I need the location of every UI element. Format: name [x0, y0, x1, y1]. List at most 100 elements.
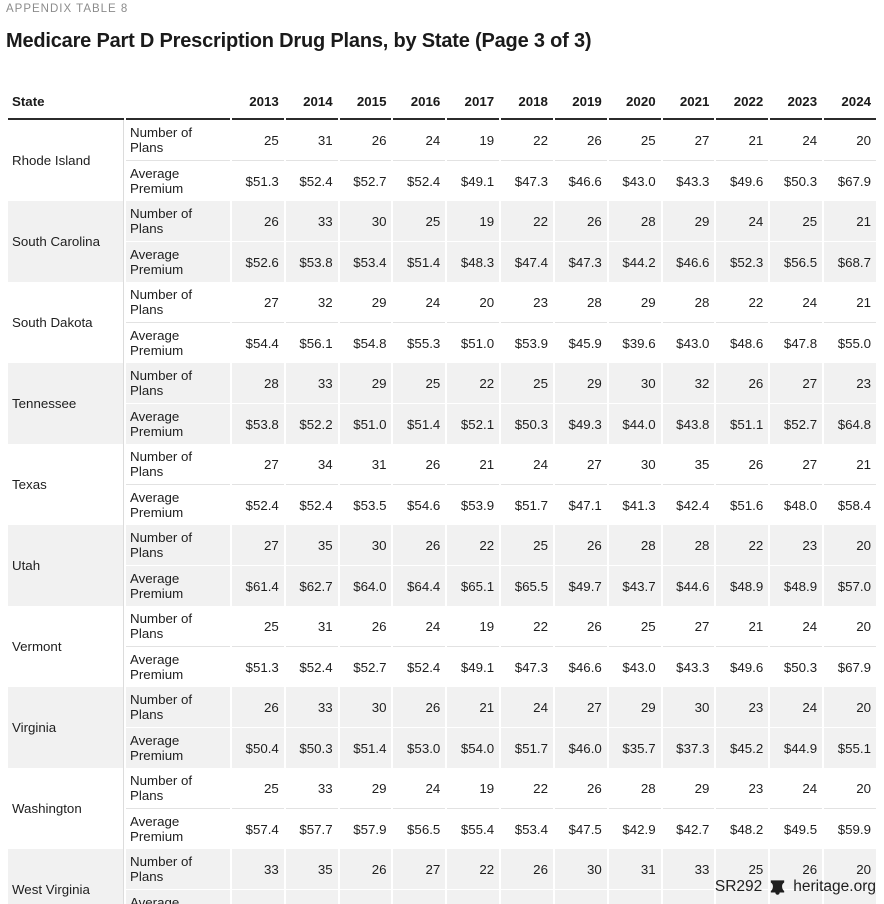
state-name: Tennessee	[8, 363, 124, 444]
metric-label: Number of Plans	[126, 687, 230, 728]
value-cell: 20	[824, 120, 876, 161]
value-cell: $51.7	[501, 485, 553, 525]
value-cell: $52.7	[770, 404, 823, 444]
year-header: 2016	[393, 89, 446, 120]
value-cell: $43.0	[662, 323, 715, 363]
page-title: Medicare Part D Prescription Drug Plans,…	[6, 30, 592, 52]
value-cell: $37.3	[662, 728, 715, 768]
value-cell: 26	[339, 606, 392, 647]
metric-label: Average Premium	[126, 566, 230, 606]
year-header: 2022	[716, 89, 769, 120]
value-cell: $43.7	[608, 566, 661, 606]
year-header: 2014	[285, 89, 338, 120]
table-row: Average Premium $57.4 $57.7 $57.9 $56.5 $55.4…	[8, 809, 876, 849]
value-cell: $49.6	[716, 161, 769, 201]
metric-label: Average Premium	[126, 647, 230, 687]
metric-label: Number of Plans	[126, 606, 230, 647]
heritage-bell-icon	[769, 879, 786, 895]
value-cell: $48.2	[716, 809, 769, 849]
value-cell: 31	[285, 120, 338, 161]
value-cell: $44.2	[608, 242, 661, 282]
value-cell: $56.5	[393, 809, 446, 849]
metric-label: Number of Plans	[126, 444, 230, 485]
value-cell: 25	[232, 768, 284, 809]
value-cell: 26	[554, 768, 607, 809]
value-cell: 30	[339, 687, 392, 728]
value-cell: $56.5	[770, 242, 823, 282]
value-cell: 28	[662, 282, 715, 323]
state-column-header: State	[8, 89, 124, 120]
value-cell: $57.9	[339, 809, 392, 849]
value-cell: 35	[285, 849, 338, 890]
value-cell: 25	[770, 201, 823, 242]
value-cell: 25	[608, 120, 661, 161]
value-cell: 21	[824, 282, 876, 323]
metric-column-header	[126, 89, 230, 120]
value-cell: 25	[232, 120, 284, 161]
value-cell: $50.3	[501, 404, 553, 444]
value-cell: $64.8	[824, 404, 876, 444]
value-cell: 25	[232, 606, 284, 647]
state-name: South Dakota	[8, 282, 124, 363]
table-row: South Carolina Number of Plans 26 33 30 25 19 2…	[8, 201, 876, 282]
value-cell: $51.4	[339, 728, 392, 768]
value-cell: $41.3	[608, 485, 661, 525]
value-cell: 27	[232, 525, 284, 566]
value-cell: $48.6	[716, 323, 769, 363]
table-row: Washington Number of Plans 25 33 29 24 19 22 26 2…	[8, 768, 876, 849]
value-cell: $47.8	[770, 323, 823, 363]
value-cell: 26	[554, 606, 607, 647]
value-cell: 26	[339, 120, 392, 161]
value-cell: 25	[608, 606, 661, 647]
value-cell: 28	[554, 282, 607, 323]
table-row: Average Premium $54.4 $56.1 $54.8 $55.3 $51.0…	[8, 323, 876, 363]
value-cell: 28	[608, 525, 661, 566]
value-cell: $43.0	[608, 647, 661, 687]
value-cell: $52.3	[716, 242, 769, 282]
value-cell: $46.7	[608, 890, 661, 904]
value-cell: $39.6	[608, 323, 661, 363]
state-name: Vermont	[8, 606, 124, 687]
value-cell: $42.4	[662, 485, 715, 525]
table-row: Texas Number of Plans 27 34 31 26 21 24 27 30 35 26…	[8, 444, 876, 525]
value-cell: 27	[662, 120, 715, 161]
value-cell: 27	[232, 282, 284, 323]
table-row: Average Premium $50.4 $50.3 $51.4 $53.0 $54.0…	[8, 728, 876, 768]
value-cell: 33	[285, 363, 338, 404]
value-cell: 19	[447, 606, 500, 647]
value-cell: $52.7	[339, 161, 392, 201]
value-cell: $53.5	[339, 485, 392, 525]
value-cell: 24	[393, 768, 446, 809]
footer-line: SR292 heritage.org	[715, 878, 876, 896]
value-cell: 32	[662, 363, 715, 404]
year-header: 2021	[662, 89, 715, 120]
value-cell: $52.4	[285, 485, 338, 525]
table-row: Average Premium $52.4 $52.4 $53.5 $54.6 $53.9…	[8, 485, 876, 525]
value-cell: 21	[824, 201, 876, 242]
value-cell: $51.6	[716, 485, 769, 525]
value-cell: $52.7	[339, 647, 392, 687]
value-cell: $54.6	[393, 485, 446, 525]
value-cell: $47.3	[554, 242, 607, 282]
value-cell: $42.9	[608, 809, 661, 849]
state-name: West Virginia	[8, 849, 124, 904]
value-cell: $48.0	[770, 485, 823, 525]
state-name: Washington	[8, 768, 124, 849]
table-row: Utah Number of Plans 27 35 30 26 22 25 26 28 28 22 2…	[8, 525, 876, 606]
value-cell: $55.1	[824, 728, 876, 768]
value-cell: $55.0	[824, 323, 876, 363]
value-cell: $44.0	[608, 404, 661, 444]
value-cell: $68.7	[824, 242, 876, 282]
metric-label: Average Premium	[126, 323, 230, 363]
value-cell: 26	[232, 687, 284, 728]
value-cell: $50.3	[285, 728, 338, 768]
value-cell: $49.3	[554, 404, 607, 444]
value-cell: 33	[285, 687, 338, 728]
value-cell: 33	[662, 849, 715, 890]
value-cell: 27	[393, 849, 446, 890]
value-cell: $43.3	[662, 161, 715, 201]
value-cell: $58.4	[824, 485, 876, 525]
table-row: South Dakota Number of Plans 27 32 29 24 20 23 2…	[8, 282, 876, 363]
metric-label: Number of Plans	[126, 282, 230, 323]
table-header: State 2013 2014 2015 2016 2017 2018 2019 2020 202…	[8, 89, 876, 120]
